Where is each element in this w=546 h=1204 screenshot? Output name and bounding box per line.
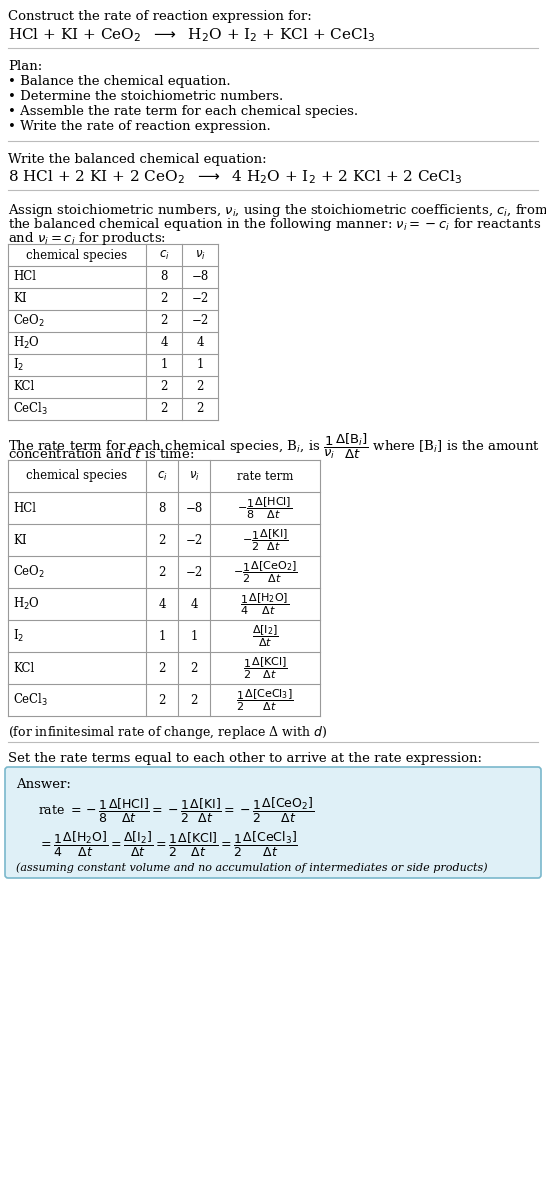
Text: KCl: KCl [13, 661, 34, 674]
Text: 1: 1 [191, 630, 198, 643]
Text: 1: 1 [158, 630, 165, 643]
Text: KCl: KCl [13, 380, 34, 394]
Text: H$_2$O: H$_2$O [13, 335, 40, 352]
Text: 2: 2 [161, 314, 168, 327]
Text: • Determine the stoichiometric numbers.: • Determine the stoichiometric numbers. [8, 90, 283, 104]
Text: 2: 2 [197, 402, 204, 415]
Text: 2: 2 [161, 402, 168, 415]
Text: $-\dfrac{1}{2}\dfrac{\Delta[\mathrm{KI}]}{\Delta t}$: $-\dfrac{1}{2}\dfrac{\Delta[\mathrm{KI}]… [242, 527, 288, 553]
Text: Set the rate terms equal to each other to arrive at the rate expression:: Set the rate terms equal to each other t… [8, 752, 482, 765]
Text: $\dfrac{1}{4}\dfrac{\Delta[\mathrm{H_2O}]}{\Delta t}$: $\dfrac{1}{4}\dfrac{\Delta[\mathrm{H_2O}… [240, 591, 289, 616]
Text: HCl: HCl [13, 271, 36, 283]
Text: −2: −2 [186, 566, 203, 578]
Text: (assuming constant volume and no accumulation of intermediates or side products): (assuming constant volume and no accumul… [16, 862, 488, 873]
Text: 4: 4 [190, 597, 198, 610]
Text: • Write the rate of reaction expression.: • Write the rate of reaction expression. [8, 120, 271, 132]
Text: $c_i$: $c_i$ [159, 248, 169, 261]
Text: (for infinitesimal rate of change, replace Δ with $d$): (for infinitesimal rate of change, repla… [8, 724, 328, 740]
Text: and $\nu_i = c_i$ for products:: and $\nu_i = c_i$ for products: [8, 230, 166, 247]
Text: $-\dfrac{1}{2}\dfrac{\Delta[\mathrm{CeO_2}]}{\Delta t}$: $-\dfrac{1}{2}\dfrac{\Delta[\mathrm{CeO_… [233, 560, 298, 585]
Text: KI: KI [13, 533, 27, 547]
Text: CeO$_2$: CeO$_2$ [13, 313, 45, 329]
Text: Write the balanced chemical equation:: Write the balanced chemical equation: [8, 153, 266, 166]
Text: rate term: rate term [237, 470, 293, 483]
Text: concentration and $t$ is time:: concentration and $t$ is time: [8, 447, 194, 461]
Text: 4: 4 [160, 336, 168, 349]
Text: 1: 1 [197, 359, 204, 372]
FancyBboxPatch shape [5, 767, 541, 878]
Text: I$_2$: I$_2$ [13, 356, 24, 373]
Text: −8: −8 [192, 271, 209, 283]
Text: $\nu_i$: $\nu_i$ [188, 470, 199, 483]
Text: H$_2$O: H$_2$O [13, 596, 40, 612]
Text: rate $= -\dfrac{1}{8}\dfrac{\Delta[\mathrm{HCl}]}{\Delta t} = -\dfrac{1}{2}\dfra: rate $= -\dfrac{1}{8}\dfrac{\Delta[\math… [38, 796, 314, 825]
Text: 2: 2 [191, 694, 198, 707]
Text: The rate term for each chemical species, B$_i$, is $\dfrac{1}{\nu_i}\dfrac{\Delt: The rate term for each chemical species,… [8, 432, 540, 461]
Text: 8 HCl + 2 KI + 2 CeO$_2$  $\longrightarrow$  4 H$_2$O + I$_2$ + 2 KCl + 2 CeCl$_: 8 HCl + 2 KI + 2 CeO$_2$ $\longrightarro… [8, 169, 462, 185]
Text: −2: −2 [186, 533, 203, 547]
Text: $-\dfrac{1}{8}\dfrac{\Delta[\mathrm{HCl}]}{\Delta t}$: $-\dfrac{1}{8}\dfrac{\Delta[\mathrm{HCl}… [238, 495, 293, 521]
Text: $\nu_i$: $\nu_i$ [194, 248, 205, 261]
Text: 2: 2 [191, 661, 198, 674]
Text: 1: 1 [161, 359, 168, 372]
Text: 2: 2 [158, 694, 165, 707]
Text: CeCl$_3$: CeCl$_3$ [13, 401, 49, 417]
Text: Assign stoichiometric numbers, $\nu_i$, using the stoichiometric coefficients, $: Assign stoichiometric numbers, $\nu_i$, … [8, 202, 546, 219]
Text: chemical species: chemical species [26, 248, 128, 261]
Text: 4: 4 [158, 597, 166, 610]
Text: CeCl$_3$: CeCl$_3$ [13, 692, 49, 708]
Text: CeO$_2$: CeO$_2$ [13, 563, 45, 580]
Text: chemical species: chemical species [26, 470, 128, 483]
Text: Construct the rate of reaction expression for:: Construct the rate of reaction expressio… [8, 10, 312, 23]
Text: $\dfrac{1}{2}\dfrac{\Delta[\mathrm{CeCl_3}]}{\Delta t}$: $\dfrac{1}{2}\dfrac{\Delta[\mathrm{CeCl_… [236, 687, 294, 713]
Text: 2: 2 [161, 380, 168, 394]
Text: HCl: HCl [13, 502, 36, 514]
Text: $\dfrac{1}{2}\dfrac{\Delta[\mathrm{KCl}]}{\Delta t}$: $\dfrac{1}{2}\dfrac{\Delta[\mathrm{KCl}]… [242, 655, 287, 680]
Text: 8: 8 [161, 271, 168, 283]
Text: $\dfrac{\Delta[\mathrm{I_2}]}{\Delta t}$: $\dfrac{\Delta[\mathrm{I_2}]}{\Delta t}$ [252, 624, 278, 649]
Text: 2: 2 [158, 533, 165, 547]
Text: 2: 2 [197, 380, 204, 394]
Text: HCl + KI + CeO$_2$  $\longrightarrow$  H$_2$O + I$_2$ + KCl + CeCl$_3$: HCl + KI + CeO$_2$ $\longrightarrow$ H$_… [8, 26, 375, 43]
Text: Answer:: Answer: [16, 778, 71, 791]
Text: 2: 2 [158, 566, 165, 578]
Text: −2: −2 [192, 293, 209, 306]
Text: Plan:: Plan: [8, 60, 42, 73]
Text: 4: 4 [196, 336, 204, 349]
Text: −2: −2 [192, 314, 209, 327]
Text: 8: 8 [158, 502, 165, 514]
Text: 2: 2 [161, 293, 168, 306]
Text: 2: 2 [158, 661, 165, 674]
Text: −8: −8 [186, 502, 203, 514]
Text: $= \dfrac{1}{4}\dfrac{\Delta[\mathrm{H_2O}]}{\Delta t} = \dfrac{\Delta[\mathrm{I: $= \dfrac{1}{4}\dfrac{\Delta[\mathrm{H_2… [38, 830, 298, 858]
Text: the balanced chemical equation in the following manner: $\nu_i = -c_i$ for react: the balanced chemical equation in the fo… [8, 216, 541, 234]
Text: • Assemble the rate term for each chemical species.: • Assemble the rate term for each chemic… [8, 105, 358, 118]
Text: $c_i$: $c_i$ [157, 470, 168, 483]
Text: I$_2$: I$_2$ [13, 628, 24, 644]
Text: KI: KI [13, 293, 27, 306]
Text: • Balance the chemical equation.: • Balance the chemical equation. [8, 75, 230, 88]
